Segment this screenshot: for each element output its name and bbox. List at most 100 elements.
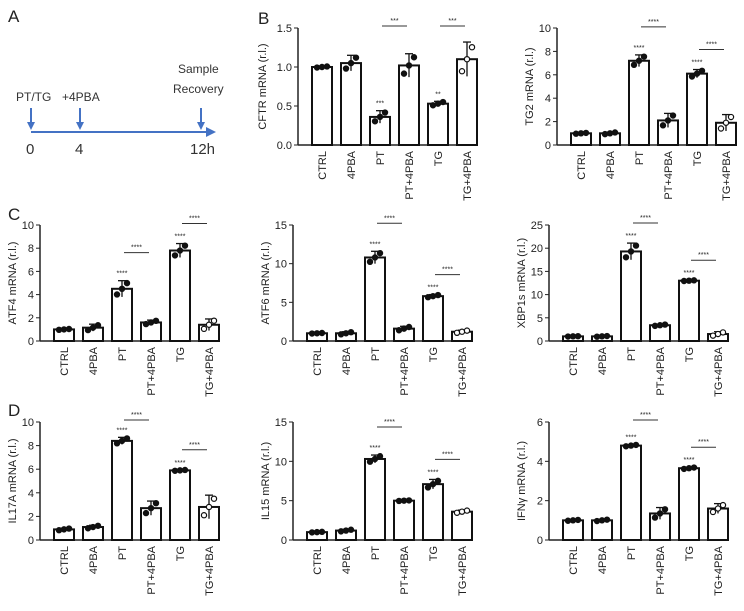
comparison-stars: **** — [131, 245, 142, 252]
x-tick-label: CTRL — [317, 151, 329, 180]
data-point — [337, 528, 345, 535]
y-tick-label: 5 — [281, 297, 287, 309]
data-point — [458, 508, 466, 515]
y-tick-label: 2 — [28, 511, 34, 523]
data-point — [719, 501, 727, 509]
data-point — [709, 508, 717, 516]
data-point — [601, 130, 609, 138]
panel-label-D: D — [8, 401, 20, 420]
data-point — [690, 277, 698, 284]
x-tick-label: TG+4PBA — [457, 346, 469, 396]
y-tick-label: 0 — [537, 535, 543, 547]
data-point — [661, 321, 669, 328]
y-tick-label: 10 — [22, 220, 34, 232]
data-point — [200, 325, 208, 333]
comparison-stars: **** — [384, 215, 395, 222]
y-axis-label: XBP1s mRNA (r.l.) — [516, 238, 528, 328]
x-tick-label: TG+4PBA — [204, 545, 216, 595]
y-tick-label: 6 — [28, 464, 34, 476]
data-point — [210, 495, 218, 502]
data-point — [65, 325, 73, 333]
significance-stars: **** — [634, 45, 645, 52]
data-point — [463, 327, 471, 334]
data-point — [118, 437, 126, 445]
y-tick-label: 0 — [537, 336, 543, 348]
chart-cftr: 0.0 0.5 1.0 1.5 CFTR mRNA (r.l.) CTRL 4PBA *** P… — [257, 18, 478, 201]
y-tick-label: 10 — [531, 290, 543, 302]
x-tick-label: TG+4PBA — [713, 545, 725, 595]
comparison-stars: **** — [698, 439, 709, 446]
y-axis-label: IFNγ mRNA (r.l.) — [516, 441, 528, 521]
timeline-tick: 0 — [26, 141, 34, 158]
timeline-arrowhead — [206, 127, 216, 137]
data-point — [564, 517, 572, 524]
data-point — [719, 329, 727, 336]
x-tick-label: CTRL — [59, 347, 71, 376]
x-tick-label: 4PBA — [341, 346, 353, 375]
y-tick-label: 10 — [22, 417, 34, 429]
x-tick-label: TG+4PBA — [721, 150, 733, 200]
data-point — [405, 323, 413, 331]
panel-label-A: A — [8, 7, 20, 26]
chart-il15: 0 5 10 15 IL15 mRNA (r.l.) CTRL 4PBA **** PT PT+4… — [260, 417, 473, 596]
y-tick-label: 4 — [28, 290, 34, 302]
event-label: +4PBA — [62, 90, 100, 104]
x-tick-label: TG — [433, 151, 445, 166]
y-tick-label: 8 — [28, 441, 34, 453]
bar — [422, 483, 444, 541]
data-point — [622, 443, 630, 450]
y-tick-label: 4 — [537, 456, 543, 468]
x-tick-label: 4PBA — [341, 545, 353, 574]
data-point — [429, 480, 437, 488]
x-tick-label: PT+4PBA — [655, 346, 667, 395]
bar — [364, 457, 386, 541]
data-point — [94, 322, 102, 329]
data-point — [593, 517, 601, 525]
y-axis-label: IL17A mRNA (r.l.) — [7, 439, 19, 524]
significance-stars: **** — [117, 427, 128, 434]
x-tick-label: CTRL — [312, 347, 324, 376]
data-point — [453, 329, 461, 337]
data-point — [171, 252, 179, 259]
bar — [422, 295, 444, 342]
data-point — [65, 525, 73, 532]
x-tick-label: 4PBA — [346, 150, 358, 179]
y-tick-label: 2 — [28, 313, 34, 325]
data-point — [656, 322, 664, 329]
data-point — [60, 526, 68, 533]
data-point — [376, 113, 384, 121]
comparison-stars: *** — [448, 18, 456, 25]
data-point — [651, 514, 659, 521]
x-tick-label: TG+4PBA — [462, 150, 474, 200]
data-point — [89, 324, 97, 331]
comparison-stars: **** — [706, 42, 717, 49]
data-point — [577, 130, 585, 137]
significance-stars: *** — [376, 101, 384, 108]
x-tick-label: TG+4PBA — [204, 346, 216, 396]
bar — [111, 439, 133, 542]
significance-stars: **** — [626, 435, 637, 442]
bar — [620, 444, 642, 542]
data-point — [410, 54, 418, 61]
bar — [311, 66, 333, 146]
significance-stars: **** — [428, 285, 439, 292]
data-point — [574, 332, 582, 340]
comparison-stars: **** — [189, 216, 200, 223]
bar — [169, 249, 191, 343]
y-tick-label: 0 — [545, 140, 551, 152]
bar — [686, 72, 708, 146]
x-tick-label: PT+4PBA — [146, 545, 158, 594]
data-point — [323, 63, 331, 70]
x-tick-label: TG — [684, 347, 696, 362]
data-point — [622, 254, 630, 261]
data-point — [424, 484, 432, 491]
x-tick-label: 4PBA — [597, 346, 609, 375]
significance-stars: **** — [370, 241, 381, 248]
data-point — [405, 497, 413, 504]
x-tick-label: CTRL — [568, 347, 580, 376]
y-tick-label: 6 — [28, 266, 34, 278]
event-arrowhead — [76, 122, 84, 130]
data-point — [313, 64, 321, 71]
data-point — [113, 291, 121, 298]
timeline: PT/TG +4PBA Sample Recovery 0 4 12h — [16, 62, 224, 158]
